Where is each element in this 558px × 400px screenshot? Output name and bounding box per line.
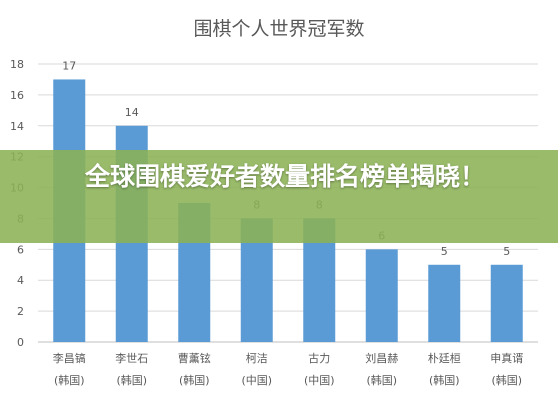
data-label: 5 — [441, 245, 448, 258]
x-tick-country: (韩国) — [179, 373, 210, 387]
x-tick-label: 申真谞 — [490, 351, 523, 365]
y-tick-label: 18 — [10, 58, 24, 71]
x-tick-country: (韩国) — [116, 373, 147, 387]
x-tick-label: 李昌镐 — [53, 351, 86, 365]
x-tick-country: (中国) — [304, 374, 335, 387]
bar — [490, 264, 523, 342]
headline-banner — [0, 150, 558, 243]
y-tick-label: 6 — [17, 243, 24, 256]
x-tick-label: 朴廷桓 — [428, 351, 461, 365]
bar — [428, 264, 461, 342]
chart-title: 围棋个人世界冠军数 — [193, 18, 365, 40]
y-tick-label: 16 — [10, 89, 24, 102]
x-tick-label: 李世石 — [115, 351, 148, 365]
y-tick-label: 0 — [17, 336, 24, 349]
data-label: 17 — [62, 59, 76, 72]
x-tick-country: (韩国) — [366, 373, 397, 387]
x-tick-label: 古力 — [308, 352, 330, 365]
headline-text: 全球围棋爱好者数量排名榜单揭晓！ — [84, 162, 485, 191]
bar — [365, 249, 398, 342]
x-tick-label: 柯洁 — [246, 352, 268, 365]
data-label: 5 — [503, 245, 510, 258]
x-tick-label: 刘昌赫 — [365, 352, 398, 365]
data-label: 14 — [125, 106, 139, 119]
x-tick-country: (韩国) — [54, 373, 85, 387]
x-tick-country: (中国) — [241, 374, 272, 387]
y-tick-label: 2 — [17, 305, 24, 318]
x-tick-country: (韩国) — [429, 373, 460, 387]
y-tick-label: 14 — [10, 120, 24, 133]
y-tick-label: 4 — [17, 274, 24, 287]
x-tick-label: 曹薰铉 — [178, 351, 211, 365]
x-tick-country: (韩国) — [491, 373, 522, 387]
